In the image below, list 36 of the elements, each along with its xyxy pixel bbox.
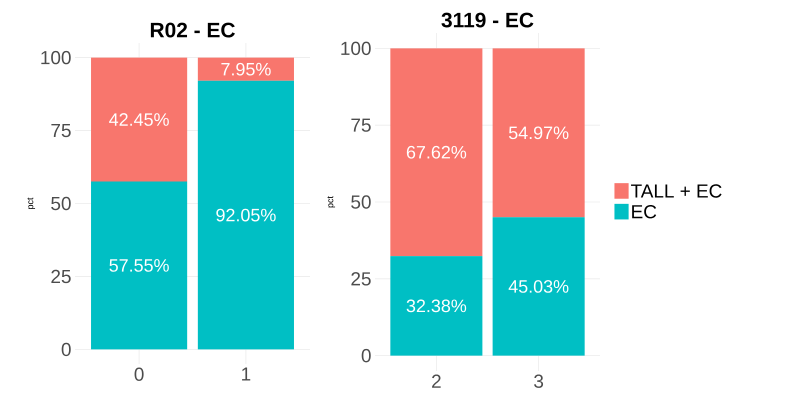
- y-tick-label: 0: [62, 342, 71, 356]
- y-tick-label: 75: [51, 124, 71, 138]
- y-tick-label: 25: [51, 270, 71, 284]
- data-label: 54.97%: [508, 126, 568, 140]
- y-tick-label: 100: [341, 42, 371, 56]
- legend-label: EC: [632, 204, 656, 218]
- x-tick-label: 0: [134, 368, 144, 381]
- data-label: 42.45%: [109, 113, 169, 126]
- x-tick-label: 2: [432, 374, 441, 388]
- data-label: 45.03%: [508, 280, 568, 293]
- bar: [492, 48, 585, 218]
- bar: [91, 181, 188, 350]
- data-label: 92.05%: [216, 208, 276, 222]
- data-label: 32.38%: [406, 300, 466, 312]
- y-tick-label: 75: [351, 118, 371, 132]
- bar: [390, 48, 482, 256]
- bar: [492, 217, 585, 356]
- y-tick-label: 0: [362, 348, 371, 362]
- chart-title: 3119 - EC: [441, 12, 534, 28]
- bar: [91, 58, 188, 182]
- data-label: 67.62%: [406, 146, 466, 159]
- legend-label: TALL + EC: [631, 184, 722, 198]
- data-label: 57.55%: [109, 259, 169, 272]
- bar: [198, 80, 294, 350]
- y-tick-label: 25: [351, 272, 371, 286]
- y-axis-title: pct: [27, 198, 36, 209]
- bar: [198, 58, 294, 81]
- x-tick-label: 3: [534, 374, 544, 388]
- bar: [390, 256, 482, 356]
- y-tick-label: 100: [41, 50, 71, 64]
- y-tick-label: 50: [51, 196, 71, 210]
- y-axis-title: pct: [327, 196, 336, 208]
- y-tick-label: 50: [351, 195, 371, 209]
- x-tick-label: 1: [242, 368, 250, 381]
- data-label: 7.95%: [221, 62, 271, 76]
- chart-title: R02 - EC: [150, 22, 235, 38]
